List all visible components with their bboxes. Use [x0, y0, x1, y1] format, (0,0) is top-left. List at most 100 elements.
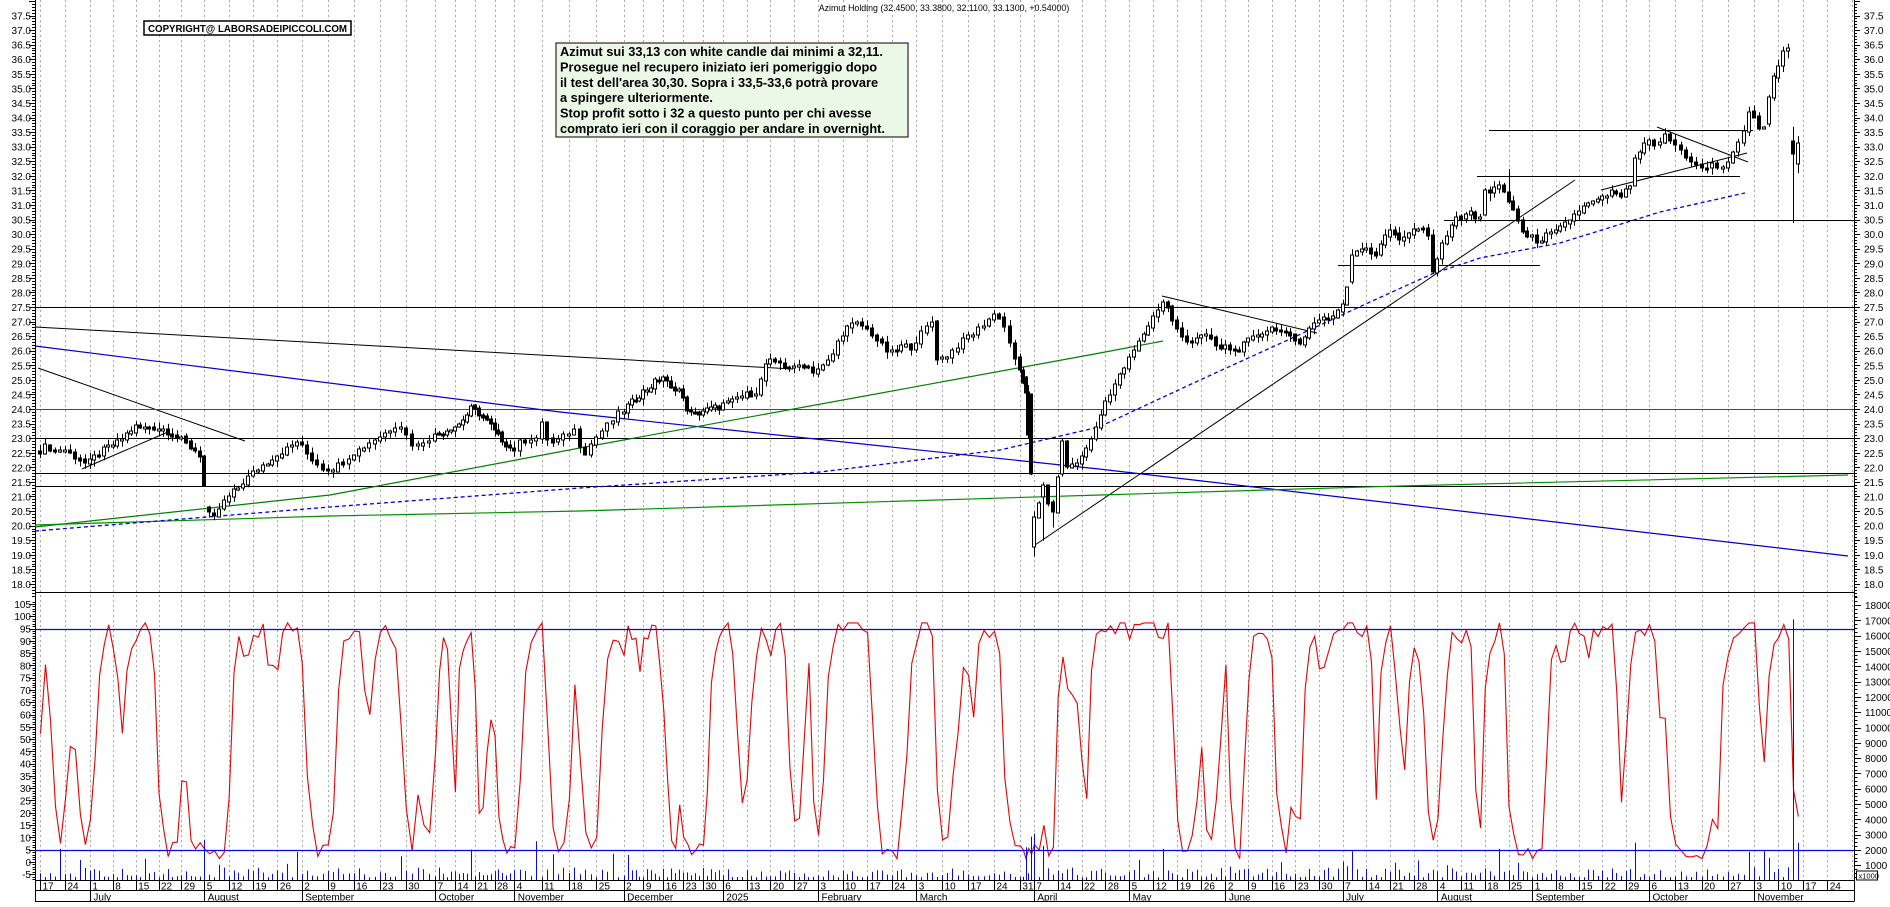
svg-text:27: 27	[1730, 882, 1742, 893]
svg-text:35.0: 35.0	[12, 84, 32, 95]
svg-text:27.5: 27.5	[12, 303, 32, 314]
svg-text:26: 26	[280, 882, 292, 893]
svg-text:18.0: 18.0	[12, 580, 32, 591]
svg-text:4000: 4000	[1865, 815, 1888, 826]
svg-text:5: 5	[25, 846, 31, 857]
svg-text:July: July	[93, 893, 111, 903]
svg-text:28: 28	[1416, 882, 1428, 893]
svg-text:25.0: 25.0	[1864, 376, 1884, 387]
svg-text:26.5: 26.5	[12, 332, 32, 343]
svg-text:18.5: 18.5	[12, 565, 32, 576]
svg-text:29.0: 29.0	[12, 259, 32, 270]
svg-text:17000: 17000	[1865, 616, 1890, 627]
svg-text:12: 12	[1156, 882, 1168, 893]
svg-text:37.5: 37.5	[1864, 12, 1884, 23]
svg-text:30.5: 30.5	[1864, 216, 1884, 227]
svg-text:20: 20	[20, 809, 32, 820]
svg-text:2: 2	[626, 882, 632, 893]
svg-text:35.5: 35.5	[1864, 70, 1884, 81]
svg-text:August: August	[208, 893, 239, 903]
svg-text:40: 40	[20, 760, 32, 771]
svg-text:28: 28	[497, 882, 509, 893]
svg-text:15000: 15000	[1865, 647, 1890, 658]
svg-text:14: 14	[1369, 882, 1381, 893]
svg-text:9: 9	[330, 882, 336, 893]
svg-text:October: October	[1653, 893, 1689, 903]
svg-text:25.0: 25.0	[12, 376, 32, 387]
svg-text:20.0: 20.0	[1864, 522, 1884, 533]
svg-text:28.5: 28.5	[1864, 274, 1884, 285]
svg-text:24: 24	[894, 882, 906, 893]
svg-text:September: September	[305, 893, 355, 903]
svg-text:August: August	[1441, 893, 1472, 903]
svg-text:21.0: 21.0	[12, 493, 32, 504]
svg-text:95: 95	[20, 625, 32, 636]
svg-text:35: 35	[20, 772, 32, 783]
svg-text:September: September	[1536, 893, 1586, 903]
svg-text:28.5: 28.5	[12, 274, 32, 285]
svg-text:Azimut Holding (32.4500, 33.38: Azimut Holding (32.4500, 33.3800, 32.110…	[819, 3, 1070, 13]
svg-text:28.0: 28.0	[12, 288, 32, 299]
svg-text:5: 5	[207, 882, 213, 893]
svg-text:Stop profit sotto i 32 a quest: Stop profit sotto i 32 a questo punto pe…	[560, 106, 871, 121]
svg-text:10: 10	[945, 882, 957, 893]
svg-text:October: October	[439, 893, 475, 903]
svg-text:1: 1	[1535, 882, 1541, 893]
svg-text:70: 70	[20, 686, 32, 697]
svg-text:26.0: 26.0	[1864, 347, 1884, 358]
svg-text:15: 15	[1581, 882, 1593, 893]
svg-text:19.5: 19.5	[12, 536, 32, 547]
svg-text:19.0: 19.0	[12, 551, 32, 562]
svg-text:36.0: 36.0	[12, 55, 32, 66]
svg-text:80: 80	[20, 661, 32, 672]
svg-text:35.0: 35.0	[1864, 84, 1884, 95]
svg-text:29: 29	[1628, 882, 1640, 893]
svg-text:30: 30	[1321, 882, 1333, 893]
svg-text:65: 65	[20, 698, 32, 709]
svg-text:22.5: 22.5	[12, 449, 32, 460]
svg-text:27: 27	[797, 882, 809, 893]
svg-text:22.5: 22.5	[1864, 449, 1884, 460]
svg-text:24.5: 24.5	[12, 390, 32, 401]
svg-text:31.0: 31.0	[1864, 201, 1884, 212]
svg-text:105: 105	[14, 600, 31, 611]
svg-text:comprato ieri con il coraggio: comprato ieri con il coraggio per andare…	[560, 121, 885, 136]
svg-text:19: 19	[256, 882, 268, 893]
svg-text:34.0: 34.0	[12, 114, 32, 125]
svg-text:5000: 5000	[1865, 800, 1888, 811]
svg-text:24: 24	[68, 882, 80, 893]
svg-text:29.5: 29.5	[1864, 245, 1884, 256]
svg-text:COPYRIGHT@ LABORSADEIPICCOLI.C: COPYRIGHT@ LABORSADEIPICCOLI.COM	[148, 23, 347, 35]
svg-text:3000: 3000	[1865, 831, 1888, 842]
svg-text:il test dell'area 30,30. Sopra: il test dell'area 30,30. Sopra i 33,5-33…	[560, 75, 878, 90]
svg-text:10: 10	[20, 833, 32, 844]
svg-text:13: 13	[749, 882, 761, 893]
svg-text:25.5: 25.5	[12, 361, 32, 372]
svg-text:36.5: 36.5	[12, 41, 32, 52]
svg-text:20: 20	[773, 882, 785, 893]
svg-text:22: 22	[1084, 882, 1096, 893]
svg-text:16: 16	[1274, 882, 1286, 893]
svg-text:9: 9	[1251, 882, 1257, 893]
svg-text:3: 3	[821, 882, 827, 893]
svg-text:15: 15	[20, 821, 32, 832]
svg-text:36.5: 36.5	[1864, 41, 1884, 52]
svg-text:2025: 2025	[726, 893, 749, 903]
svg-text:25: 25	[599, 882, 611, 893]
svg-text:4: 4	[517, 882, 523, 893]
svg-text:7: 7	[1345, 882, 1351, 893]
svg-text:February: February	[822, 893, 862, 903]
svg-text:33.0: 33.0	[12, 143, 32, 154]
svg-text:20.5: 20.5	[1864, 507, 1884, 518]
svg-text:21.0: 21.0	[1864, 493, 1884, 504]
svg-text:30: 30	[408, 882, 420, 893]
svg-text:23.0: 23.0	[1864, 434, 1884, 445]
svg-text:90: 90	[20, 637, 32, 648]
svg-text:Azimut sui 33,13 con white can: Azimut sui 33,13 con white candle dai mi…	[560, 44, 883, 59]
svg-text:31.5: 31.5	[12, 186, 32, 197]
svg-text:10000: 10000	[1865, 724, 1890, 735]
svg-text:April: April	[1037, 893, 1057, 903]
svg-text:23: 23	[382, 882, 394, 893]
svg-text:31.0: 31.0	[12, 201, 32, 212]
svg-text:60: 60	[20, 711, 32, 722]
